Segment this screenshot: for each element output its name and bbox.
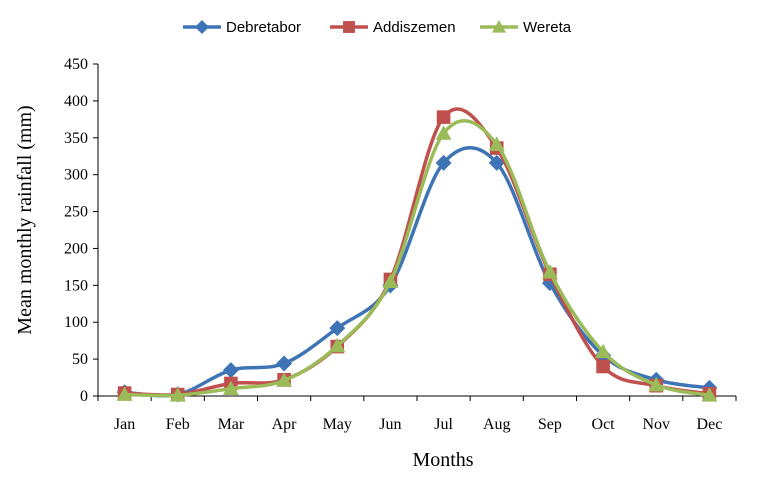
point-wereta <box>276 372 293 387</box>
series-addiszemen <box>117 107 717 402</box>
point-wereta <box>169 387 186 402</box>
point-debretabor <box>488 154 505 171</box>
series-line-wereta <box>122 119 712 398</box>
y-tick-label: 400 <box>64 93 88 110</box>
point-wereta <box>116 386 133 401</box>
point-debretabor <box>329 320 346 337</box>
y-tick-label: 100 <box>64 314 88 331</box>
point-addiszemen <box>596 359 610 374</box>
x-tick-label: Feb <box>166 416 190 433</box>
x-tick-label: Jan <box>114 416 135 433</box>
point-debretabor <box>222 362 239 379</box>
legend-label-debretabor: Debretabor <box>226 19 301 36</box>
y-tick-label: 150 <box>64 277 88 294</box>
legend-label-addiszemen: Addiszemen <box>373 19 456 36</box>
point-wereta <box>382 273 399 289</box>
x-axis-label: Months <box>412 449 473 471</box>
y-tick-label: 50 <box>72 351 88 368</box>
x-tick-label: Oct <box>592 416 616 433</box>
x-tick-label: Apr <box>272 416 298 433</box>
point-wereta <box>488 136 505 151</box>
y-tick-label: 300 <box>64 167 88 184</box>
point-debretabor <box>276 355 293 372</box>
y-tick-label: 450 <box>64 56 88 73</box>
point-wereta <box>648 376 665 392</box>
series-wereta <box>116 119 718 402</box>
point-addiszemen <box>436 110 451 124</box>
x-tick-label: Jul <box>434 416 453 433</box>
x-tick-label: Jun <box>379 416 401 433</box>
point-wereta <box>435 125 452 140</box>
x-tick-label: Nov <box>642 416 670 433</box>
x-tick-label: Mar <box>218 416 245 433</box>
legend-label-wereta: Wereta <box>523 19 572 36</box>
point-wereta <box>595 343 612 359</box>
point-wereta <box>329 337 346 353</box>
legend-marker-debretabor <box>195 20 209 34</box>
y-tick-label: 200 <box>64 240 88 257</box>
x-tick-label: May <box>323 416 352 433</box>
series-layer <box>116 107 718 403</box>
y-tick-label: 250 <box>64 204 88 221</box>
point-debretabor <box>435 154 452 171</box>
legend: Debretabor Addiszemen Wereta <box>183 19 572 36</box>
series-line-addiszemen <box>122 107 712 397</box>
x-tick-label: Aug <box>483 416 511 433</box>
point-wereta <box>541 264 558 279</box>
point-wereta <box>701 387 718 402</box>
point-wereta <box>222 380 239 396</box>
legend-marker-wereta <box>492 20 506 33</box>
x-tick-label: Dec <box>697 416 723 433</box>
x-tick-label: Sep <box>538 416 562 433</box>
series-line-debretabor <box>122 146 712 398</box>
y-tick-label: 0 <box>80 388 88 405</box>
axes: 0 50 100 150 200 250 300 350 400 450 Jan Feb Mar Apr M… <box>64 56 737 433</box>
y-axis-label: Mean monthly rainfall (mm) <box>14 105 36 334</box>
y-tick-label: 350 <box>64 130 88 147</box>
legend-marker-addiszemen <box>343 21 355 33</box>
